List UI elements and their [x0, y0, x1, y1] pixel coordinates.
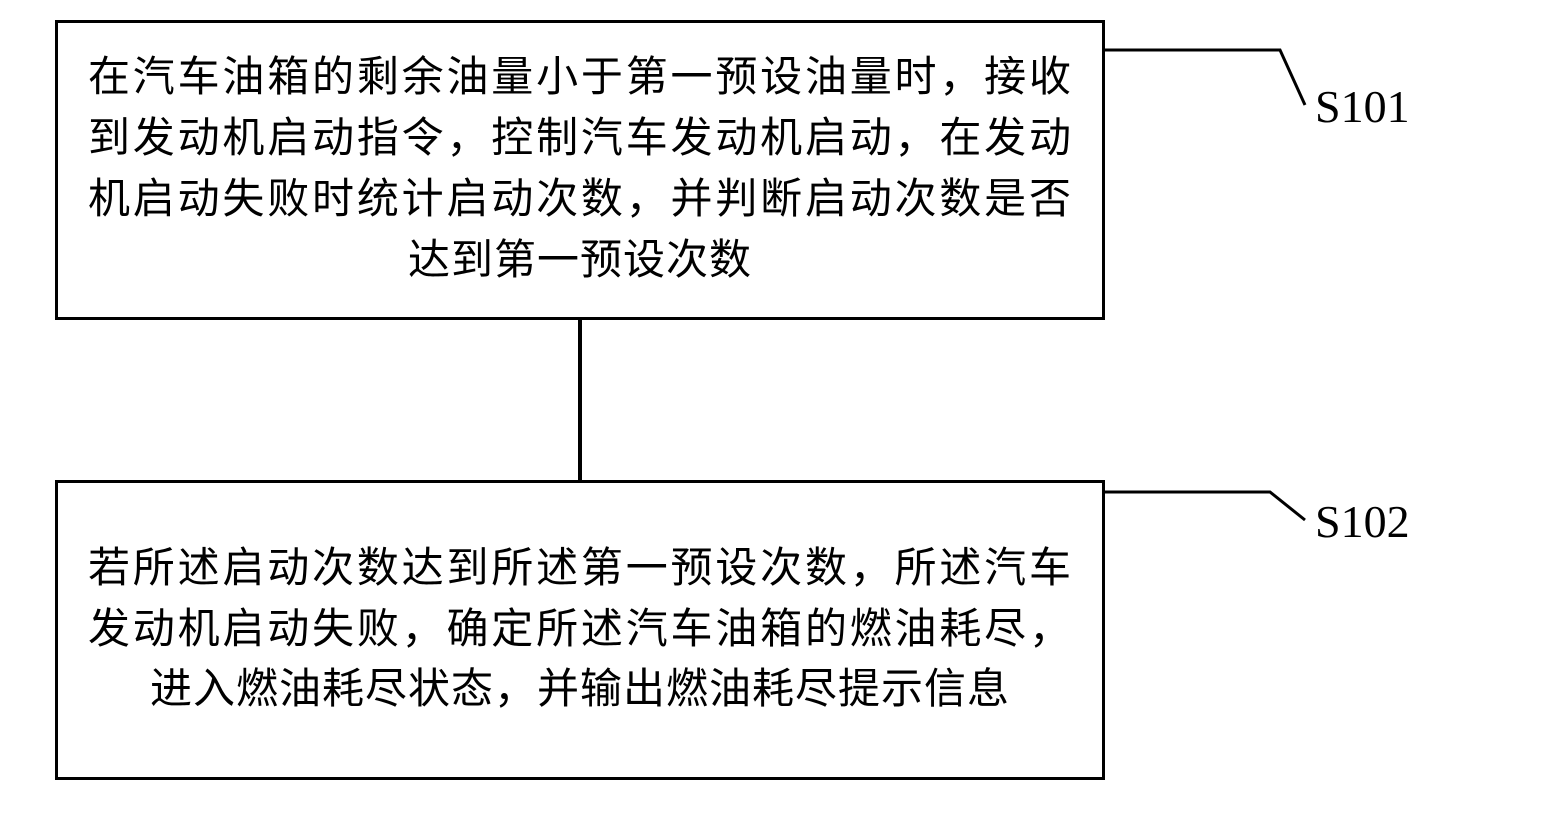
flowchart-step-1-text: 在汽车油箱的剩余油量小于第一预设油量时，接收到发动机启动指令，控制汽车发动机启动…	[88, 48, 1072, 292]
connector-1-2	[578, 320, 582, 480]
flowchart-step-2-text: 若所述启动次数达到所述第一预设次数，所述汽车发动机启动失败，确定所述汽车油箱的燃…	[88, 539, 1072, 722]
step-label-1: S101	[1315, 80, 1410, 133]
flowchart-step-2: 若所述启动次数达到所述第一预设次数，所述汽车发动机启动失败，确定所述汽车油箱的燃…	[55, 480, 1105, 780]
step-label-2: S102	[1315, 495, 1410, 548]
flowchart-step-1: 在汽车油箱的剩余油量小于第一预设油量时，接收到发动机启动指令，控制汽车发动机启动…	[55, 20, 1105, 320]
flowchart-container: 在汽车油箱的剩余油量小于第一预设油量时，接收到发动机启动指令，控制汽车发动机启动…	[0, 0, 1558, 826]
